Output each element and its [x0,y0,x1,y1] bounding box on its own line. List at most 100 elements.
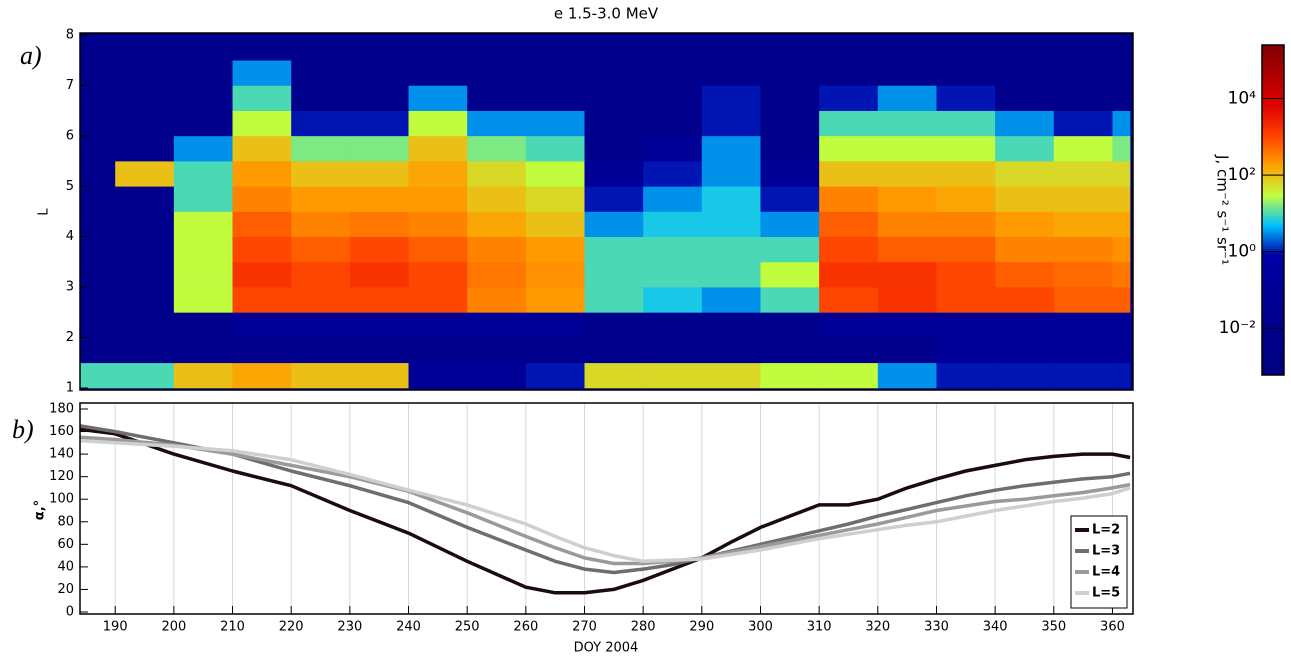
x-tick-label: 320 [865,620,890,635]
colorbar-segment [1262,179,1284,183]
heatmap-cell [232,110,292,137]
heatmap-cell [877,35,937,61]
heatmap-cell [349,110,409,137]
colorbar-segment [1262,262,1284,266]
heatmap-cell [701,35,761,61]
y-tick-label: 140 [49,447,74,462]
heatmap-cell [877,287,937,313]
heatmap-cell [173,135,233,162]
colorbar-tick-label: 10⁰ [1228,242,1257,262]
heatmap-cell [1112,85,1131,111]
colorbar-segment [1262,72,1284,76]
colorbar-segment [1262,174,1284,178]
heatmap-cell [1053,211,1113,238]
heatmap-cell [115,312,175,338]
x-tick-label: 240 [396,620,421,635]
heatmap-cell [349,211,409,238]
heatmap-cell [643,186,703,212]
colorbar-segment [1262,166,1284,170]
series-line [79,427,1131,595]
colorbar-segment [1262,325,1284,329]
heatmap-cell [467,362,527,389]
heatmap-cell [760,287,820,313]
heatmap-cell [80,186,116,212]
heatmap-cell [115,362,175,389]
colorbar-segment [1262,284,1284,288]
colorbar-segment [1262,234,1284,238]
heatmap-cell [877,135,937,162]
heatmap-cell [584,135,644,162]
colorbar-segment [1262,267,1284,271]
colorbar-segment [1262,188,1284,192]
colorbar-segment [1262,251,1284,255]
heatmap-cell [173,312,233,338]
heatmap-cell [643,161,703,187]
heatmap-cell [232,85,292,111]
colorbar-segment [1262,215,1284,219]
heatmap-cell [525,161,585,187]
x-tick-label: 280 [631,620,656,635]
heatmap-cell [232,186,292,212]
colorbar-segment [1262,157,1284,161]
colorbar-tick-label: 10² [1228,165,1256,185]
heatmap-cell [936,161,996,187]
heatmap-cell [701,85,761,111]
colorbar-segment [1262,199,1284,203]
heatmap-cell [115,161,175,187]
heatmap-cell [349,337,409,364]
legend-label: L=5 [1092,586,1120,601]
heatmap-cell [525,287,585,313]
colorbar-segment [1262,303,1284,307]
heatmap-cell [173,35,233,61]
heatmap-cell [819,312,879,338]
colorbar-segment [1262,254,1284,258]
heatmap-cell [349,362,409,389]
colorbar-segment [1262,265,1284,269]
x-tick-label: 220 [279,620,304,635]
heatmap-cell [408,236,468,263]
heatmap-cell [643,35,703,61]
heatmap-cell [408,161,468,187]
heatmap-cell [701,60,761,86]
legend-label: L=4 [1092,565,1120,580]
y-tick-label: 7 [66,78,74,93]
colorbar-segment [1262,245,1284,249]
heatmap-cell [701,312,761,338]
heatmap-cell [80,337,116,364]
heatmap-cell [232,35,292,61]
heatmap-cell [995,287,1055,313]
heatmap-cell [173,261,233,288]
colorbar-segment [1262,78,1284,82]
heatmap-cell [995,362,1055,389]
heatmap-cell [877,85,937,111]
heatmap-cell [349,85,409,111]
colorbar-segment [1262,353,1284,357]
heatmap-cell [701,236,761,263]
heatmap-cell [349,161,409,187]
colorbar-segment [1262,190,1284,194]
colorbar-segment [1262,212,1284,216]
heatmap-cell [643,261,703,288]
colorbar-label: J, cm⁻² s⁻¹ sr⁻¹ [1214,154,1232,265]
heatmap-cell [232,135,292,162]
heatmap-cell [643,287,703,313]
heatmap-cell [1053,110,1113,137]
heatmap-cell [643,110,703,137]
heatmap-cell [819,35,879,61]
heatmap-cell [80,287,116,313]
series-line [79,424,1131,575]
heatmap-cell [701,211,761,238]
heatmap-cell [115,186,175,212]
colorbar-segment [1262,300,1284,304]
series-line [79,438,1131,564]
colorbar-segment [1262,69,1284,73]
colorbar-segment [1262,295,1284,299]
colorbar-segment [1262,306,1284,310]
y-tick-label: 40 [57,559,74,574]
colorbar-segment [1262,56,1284,60]
heatmap-cell [232,312,292,338]
y-tick-label: 20 [57,582,74,597]
y-tick-label: 1 [66,381,74,396]
heatmap-cell [173,85,233,111]
